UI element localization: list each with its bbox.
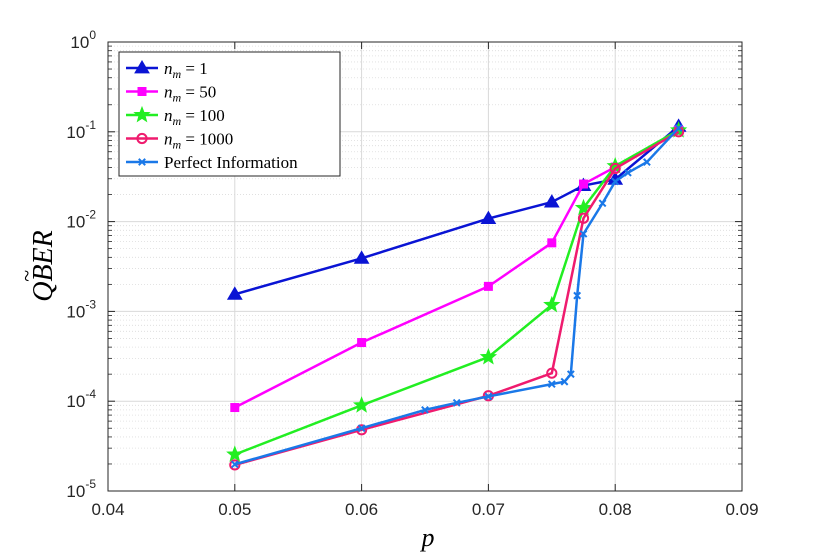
data-point — [452, 398, 461, 407]
data-point — [543, 194, 560, 208]
data-point — [226, 445, 244, 462]
data-point — [547, 380, 556, 389]
data-point — [483, 281, 493, 291]
legend-marker — [136, 132, 148, 145]
data-point — [611, 177, 620, 186]
data-point — [609, 162, 621, 175]
data-point — [353, 250, 370, 264]
y-tick-label: 10-4 — [66, 387, 96, 411]
legend-marker — [134, 60, 150, 74]
series-5 — [230, 124, 683, 469]
legend-entry: nm = 100 — [126, 105, 225, 128]
axis-ticks — [107, 41, 743, 492]
legend-entry: nm = 1 — [126, 59, 208, 81]
legend-entry: Perfect Information — [126, 153, 298, 172]
legend-label: nm = 1 — [164, 59, 208, 81]
x-tick-label: 0.07 — [472, 500, 505, 519]
y-tick-label: 100 — [70, 28, 96, 52]
y-tick-label: 10-2 — [66, 208, 96, 232]
legend-label: nm = 1000 — [164, 130, 233, 152]
data-point — [484, 392, 493, 401]
data-point — [566, 370, 575, 379]
legend-label: nm = 50 — [164, 83, 216, 105]
data-point — [543, 295, 561, 313]
data-point — [674, 124, 683, 132]
x-tick-label: 0.04 — [91, 500, 124, 519]
y-tick-label: 10-5 — [66, 477, 96, 501]
legend-label: nm = 100 — [164, 106, 225, 128]
y-tick-label: 10-3 — [66, 297, 96, 321]
data-point — [480, 210, 497, 224]
data-point — [421, 405, 429, 414]
legend-marker — [137, 87, 147, 96]
data-point — [547, 238, 557, 248]
svg-text:QBER: QBER — [28, 230, 59, 302]
data-point — [579, 229, 588, 238]
series-line — [234, 130, 680, 467]
x-tick-label: 0.05 — [218, 500, 251, 519]
data-point — [226, 286, 243, 300]
legend-label: Perfect Information — [164, 153, 298, 172]
series-layer — [226, 118, 688, 471]
x-tick-labels: 0.04 0.05 0.06 0.07 0.08 0.09 — [91, 500, 758, 519]
x-tick-label: 0.09 — [725, 500, 758, 519]
y-tick-labels: 10-5 10-4 10-3 10-2 10-1 100 — [66, 28, 96, 501]
data-point — [357, 424, 366, 433]
legend-entry: nm = 50 — [126, 83, 216, 105]
svg-text:~: ~ — [14, 270, 39, 282]
legend-entry: nm = 1000 — [126, 130, 233, 152]
data-point — [598, 199, 607, 208]
data-point — [230, 403, 240, 413]
data-point — [546, 367, 558, 379]
data-point — [229, 459, 241, 471]
data-point — [230, 460, 239, 469]
data-point — [623, 168, 632, 177]
data-point — [577, 212, 590, 224]
y-axis-title: QBER ~ — [14, 230, 59, 302]
x-tick-label: 0.06 — [345, 500, 378, 519]
x-axis-title: p — [420, 523, 435, 552]
data-point — [573, 291, 582, 300]
y-tick-label: 10-1 — [66, 118, 96, 142]
data-point — [479, 347, 498, 365]
data-point — [642, 158, 651, 166]
plot-frame — [107, 41, 743, 492]
data-point — [357, 338, 367, 348]
data-point — [560, 377, 569, 386]
data-point — [579, 179, 588, 189]
series-1 — [226, 118, 687, 300]
data-point — [352, 396, 371, 413]
legend-marker — [138, 158, 146, 166]
x-tick-label: 0.08 — [599, 500, 632, 519]
data-point — [574, 198, 593, 216]
legend-marker — [133, 105, 151, 123]
